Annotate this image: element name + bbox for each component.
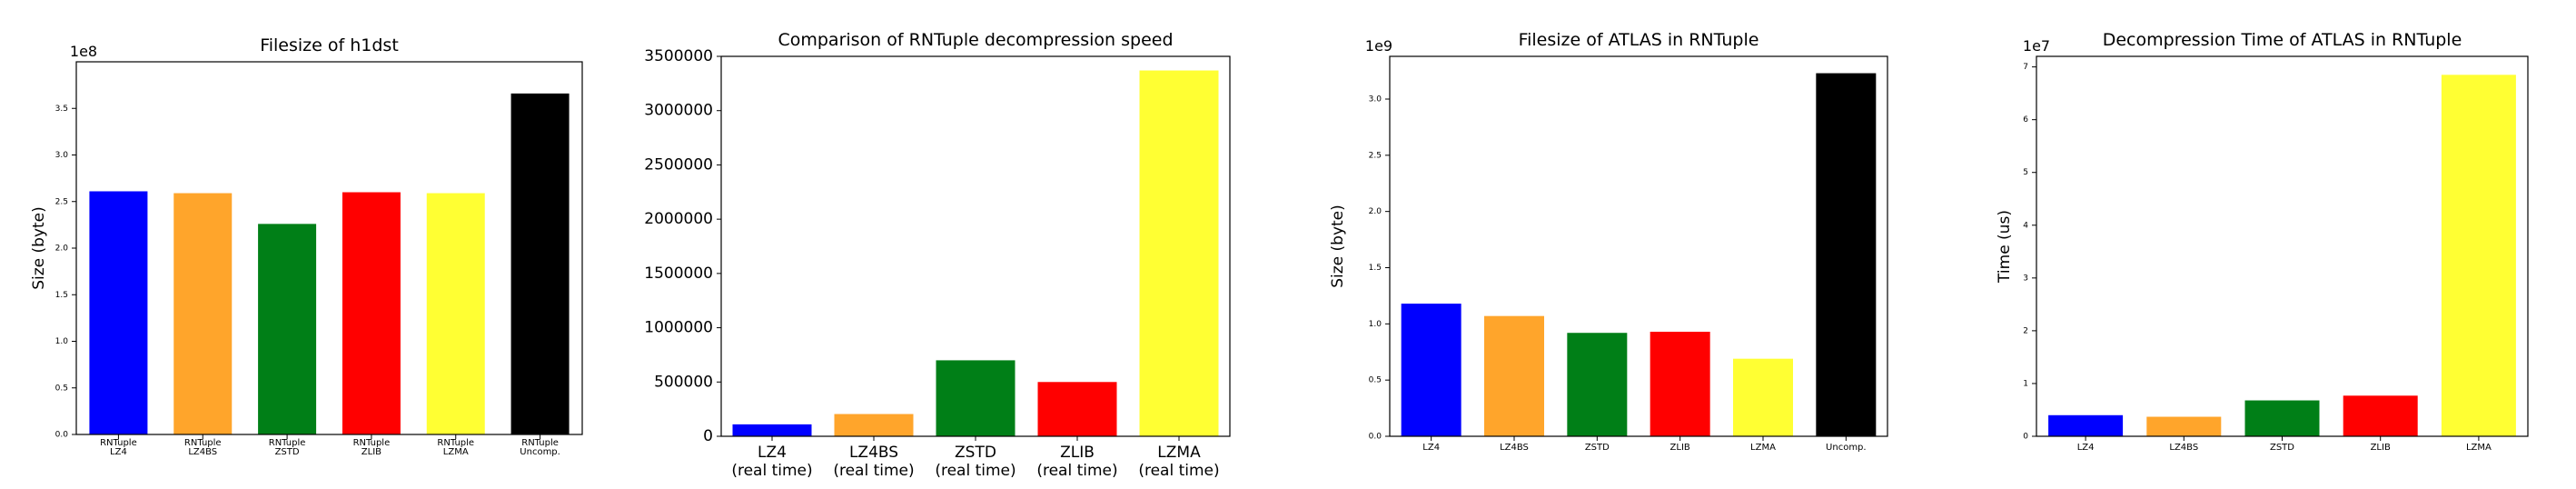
x-tick-label: ZLIB (real time): [1036, 444, 1117, 480]
y-axis-label: Size (byte): [30, 206, 48, 290]
x-tick-label: RNTuple LZ4BS: [184, 438, 222, 457]
bar: [258, 224, 317, 434]
bar: [1816, 73, 1877, 436]
y-tick-label: 3: [2023, 274, 2028, 283]
y-tick-label: 1000000: [644, 319, 713, 337]
y-tick-label: 1.5: [55, 291, 68, 300]
bar: [89, 191, 148, 434]
y-axis-label: Size (byte): [1329, 205, 1347, 288]
y-tick-label: 1.0: [55, 337, 69, 346]
y-tick-label: 0: [703, 427, 713, 445]
x-tick-label: LZ4BS: [1500, 443, 1529, 453]
bar: [2343, 395, 2418, 436]
chart-3: LZ4 LZ4BS ZSTD ZLIB LZMA Uncomp. 0.0 0.5 1.0 1.5 2…: [1329, 30, 1888, 453]
x-tick-label: Uncomp.: [1826, 443, 1867, 453]
y-tick-label: 2.0: [55, 244, 69, 254]
x-tick-label: LZMA: [1750, 443, 1776, 453]
bar: [2146, 416, 2222, 436]
plot-frame: [720, 55, 1231, 437]
x-tick-label: LZMA (real time): [1138, 444, 1219, 480]
x-tick-label: RNTuple Uncomp.: [520, 438, 560, 457]
bar: [2048, 414, 2124, 436]
plot-frame: [1389, 55, 1888, 437]
bar: [936, 360, 1016, 436]
bar: [732, 424, 812, 436]
y-tick-label: 7: [2023, 63, 2028, 72]
y-tick-label: 0.5: [1369, 376, 1382, 385]
bar: [426, 193, 485, 434]
y-axis-label: Time (us): [1996, 210, 2014, 284]
y-tick-label: 4: [2023, 221, 2028, 230]
plot-frame: [2036, 55, 2529, 437]
x-tick-label: RNTuple LZ4: [100, 438, 137, 457]
y-tick-label: 500000: [654, 373, 713, 391]
chart-4: LZ4 LZ4BS ZSTD ZLIB LZMA 0 1 2 3 4 5 6 7 Decompressio…: [1996, 30, 2529, 453]
y-tick-label: 3000000: [644, 102, 713, 120]
chart-title: Comparison of RNTuple decompression spee…: [778, 30, 1173, 50]
axis-scale-label: 1e8: [70, 43, 97, 60]
y-tick-label: 1.0: [1369, 320, 1382, 329]
y-tick-label: 6: [2023, 115, 2028, 125]
x-tick-label: LZ4: [2077, 443, 2095, 453]
axis-scale-label: 1e7: [2023, 37, 2050, 55]
y-tick-label: 3.0: [1369, 95, 1382, 104]
x-tick-label: ZLIB: [2371, 443, 2391, 453]
y-tick-label: 0.0: [55, 431, 69, 440]
y-tick-label: 5: [2023, 168, 2028, 177]
y-tick-label: 2.5: [1369, 151, 1382, 160]
x-tick-label: LZ4: [1422, 443, 1440, 453]
y-tick-label: 3.0: [55, 151, 69, 160]
bar: [2244, 400, 2320, 436]
bar: [1037, 382, 1117, 436]
bar: [834, 414, 914, 436]
bar: [1139, 70, 1219, 437]
x-tick-label: LZMA: [2466, 443, 2492, 453]
x-tick-label: LZ4 (real time): [731, 444, 812, 480]
bar: [173, 193, 233, 434]
x-tick-label: LZ4BS (real time): [833, 444, 914, 480]
y-tick-label: 2.0: [1369, 207, 1382, 216]
bar: [1733, 358, 1793, 436]
x-tick-label: ZSTD: [2270, 443, 2294, 453]
chart-title: Filesize of h1dst: [260, 35, 399, 55]
y-tick-label: 2: [2023, 326, 2028, 335]
y-tick-label: 3.5: [55, 105, 68, 114]
bar: [1484, 315, 1544, 436]
y-tick-label: 1.5: [1369, 264, 1382, 273]
y-tick-label: 0: [2023, 433, 2028, 442]
x-tick-label: ZLIB: [1670, 443, 1690, 453]
x-tick-label: ZSTD: [1585, 443, 1610, 453]
chart-title: Filesize of ATLAS in RNTuple: [1519, 30, 1759, 50]
chart-2: LZ4 (real time) LZ4BS (real time) ZSTD (real …: [644, 30, 1231, 480]
x-tick-label: RNTuple ZLIB: [353, 438, 391, 457]
chart-title: Decompression Time of ATLAS in RNTuple: [2103, 30, 2462, 50]
y-tick-label: 1500000: [644, 264, 713, 283]
plot-frame: [75, 61, 583, 435]
bar: [510, 93, 570, 434]
x-tick-label: ZSTD (real time): [935, 444, 1016, 480]
y-tick-label: 2000000: [644, 210, 713, 228]
y-tick-label: 0.0: [1369, 433, 1382, 442]
x-tick-label: LZ4BS: [2169, 443, 2198, 453]
x-tick-label: RNTuple LZMA: [437, 438, 474, 457]
y-tick-label: 2500000: [644, 155, 713, 174]
bar: [342, 192, 401, 434]
y-tick-label: 1: [2023, 379, 2028, 388]
bar: [1401, 304, 1461, 436]
y-tick-label: 3500000: [644, 47, 713, 65]
x-tick-label: RNTuple ZSTD: [269, 438, 306, 457]
y-tick-label: 0.5: [55, 384, 68, 393]
axis-scale-label: 1e9: [1365, 37, 1392, 55]
bar: [2441, 75, 2516, 436]
bar: [1650, 331, 1710, 436]
bar: [1567, 333, 1628, 436]
chart-1: RNTuple LZ4 RNTuple LZ4BS RNTuple ZSTD RNTuple…: [30, 35, 583, 457]
y-tick-label: 2.5: [55, 197, 68, 206]
